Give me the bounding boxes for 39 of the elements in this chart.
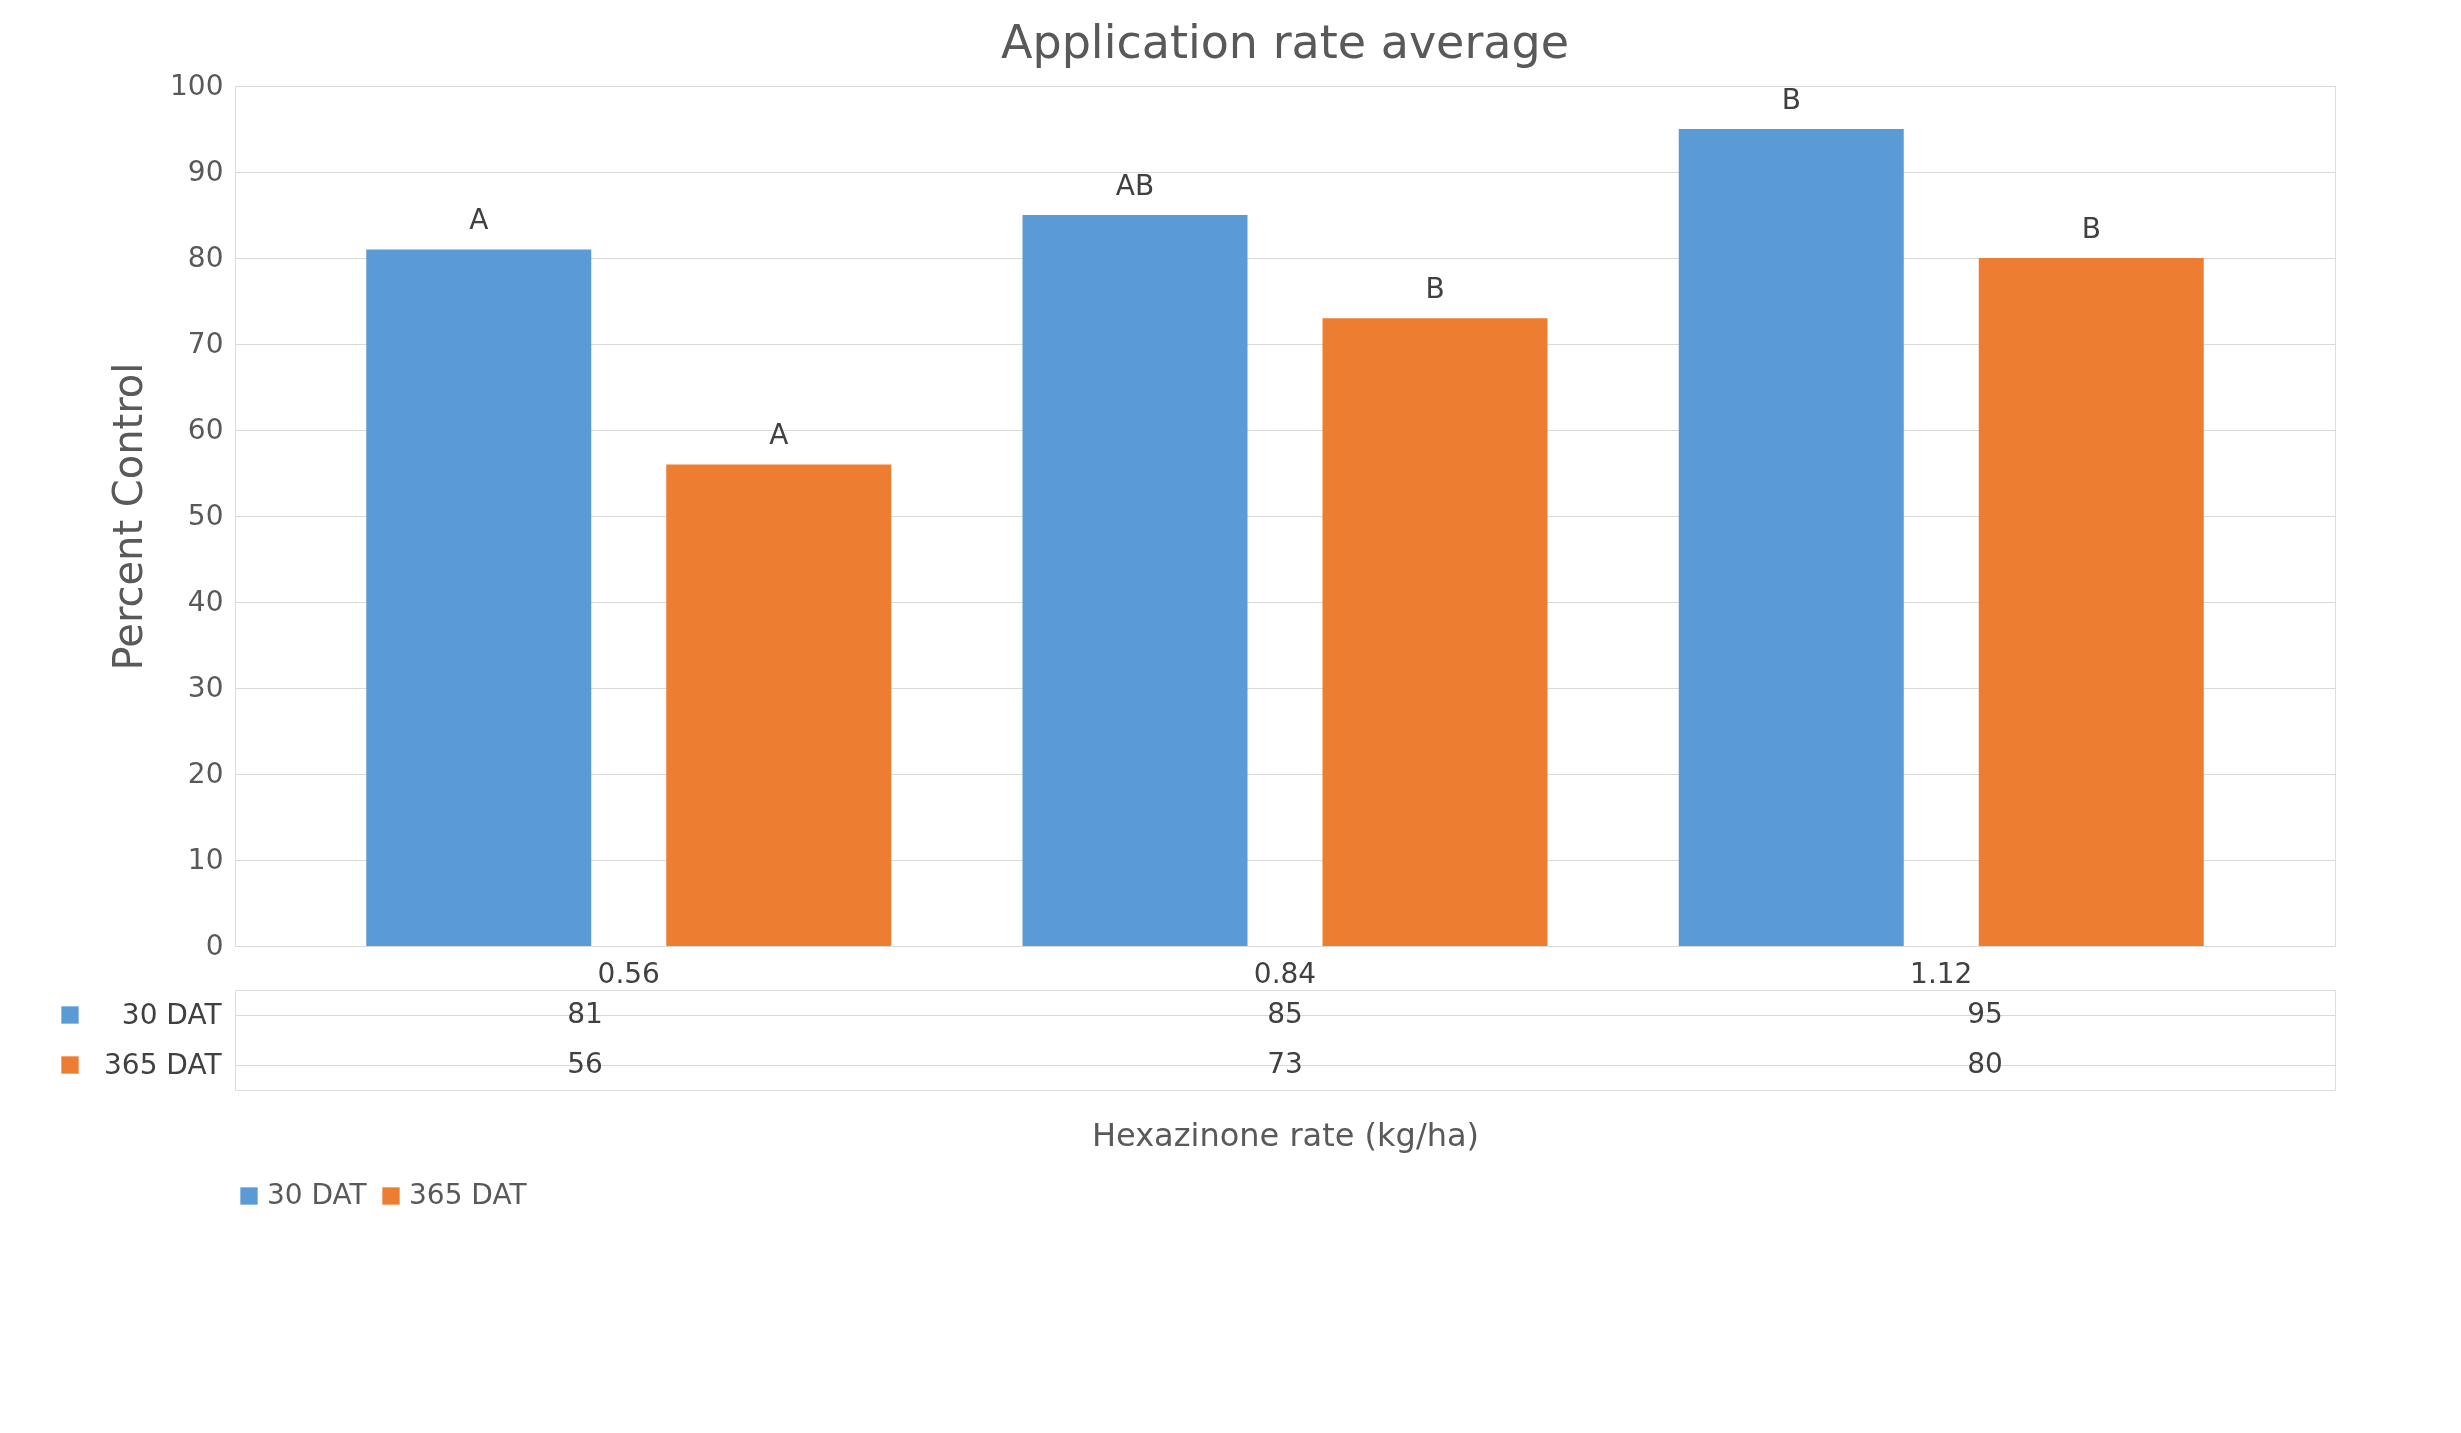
y-tick-label: 70 — [187, 326, 224, 360]
y-tick-label: 50 — [187, 498, 224, 532]
y-tick-label: 20 — [187, 756, 224, 790]
bar — [1322, 318, 1548, 946]
annotation: B — [1425, 272, 1445, 306]
data-label: 81 — [567, 997, 603, 1030]
x-tick-label: 0.56 — [597, 956, 660, 990]
y-tick-label: 10 — [187, 842, 224, 876]
data-label: 56 — [567, 1047, 603, 1080]
y-tick-label: 100 — [170, 68, 224, 102]
y-tick-label: 60 — [187, 412, 224, 446]
y-tick-label: 30 — [187, 670, 224, 704]
legend-label: 365 DAT — [409, 1178, 528, 1211]
bar — [1022, 215, 1248, 946]
y-tick-label: 90 — [187, 154, 224, 188]
bar — [1678, 129, 1904, 946]
x-tick-label: 1.12 — [1910, 956, 1973, 990]
bar — [366, 249, 592, 946]
annotation: AB — [1115, 169, 1155, 202]
x-axis-title: Hexazinone rate (kg/ha) — [1091, 1115, 1480, 1154]
annotation: A — [769, 418, 789, 452]
annotation: B — [1781, 83, 1801, 116]
text: 365 DAT — [104, 1047, 222, 1081]
data-label: 95 — [1967, 997, 2003, 1030]
x-tick-label: 0.84 — [1253, 956, 1317, 990]
y-tick-label: 80 — [187, 240, 224, 274]
y-tick-label: 40 — [187, 584, 224, 618]
annotation: A — [469, 203, 489, 237]
bar — [1978, 258, 2204, 946]
chart-title: Application rate average — [1000, 15, 1570, 69]
y-tick-label: 0 — [205, 928, 224, 962]
annotation: B — [2081, 212, 2101, 245]
legend-label: 30 DAT — [121, 997, 223, 1031]
bar — [666, 464, 892, 946]
data-label: 85 — [1267, 997, 1303, 1030]
data-label: 73 — [1267, 1047, 1303, 1080]
y-axis-title: Percent Control — [105, 362, 152, 671]
data-label: 80 — [1967, 1047, 2003, 1080]
text: 30 DAT — [267, 1178, 367, 1211]
